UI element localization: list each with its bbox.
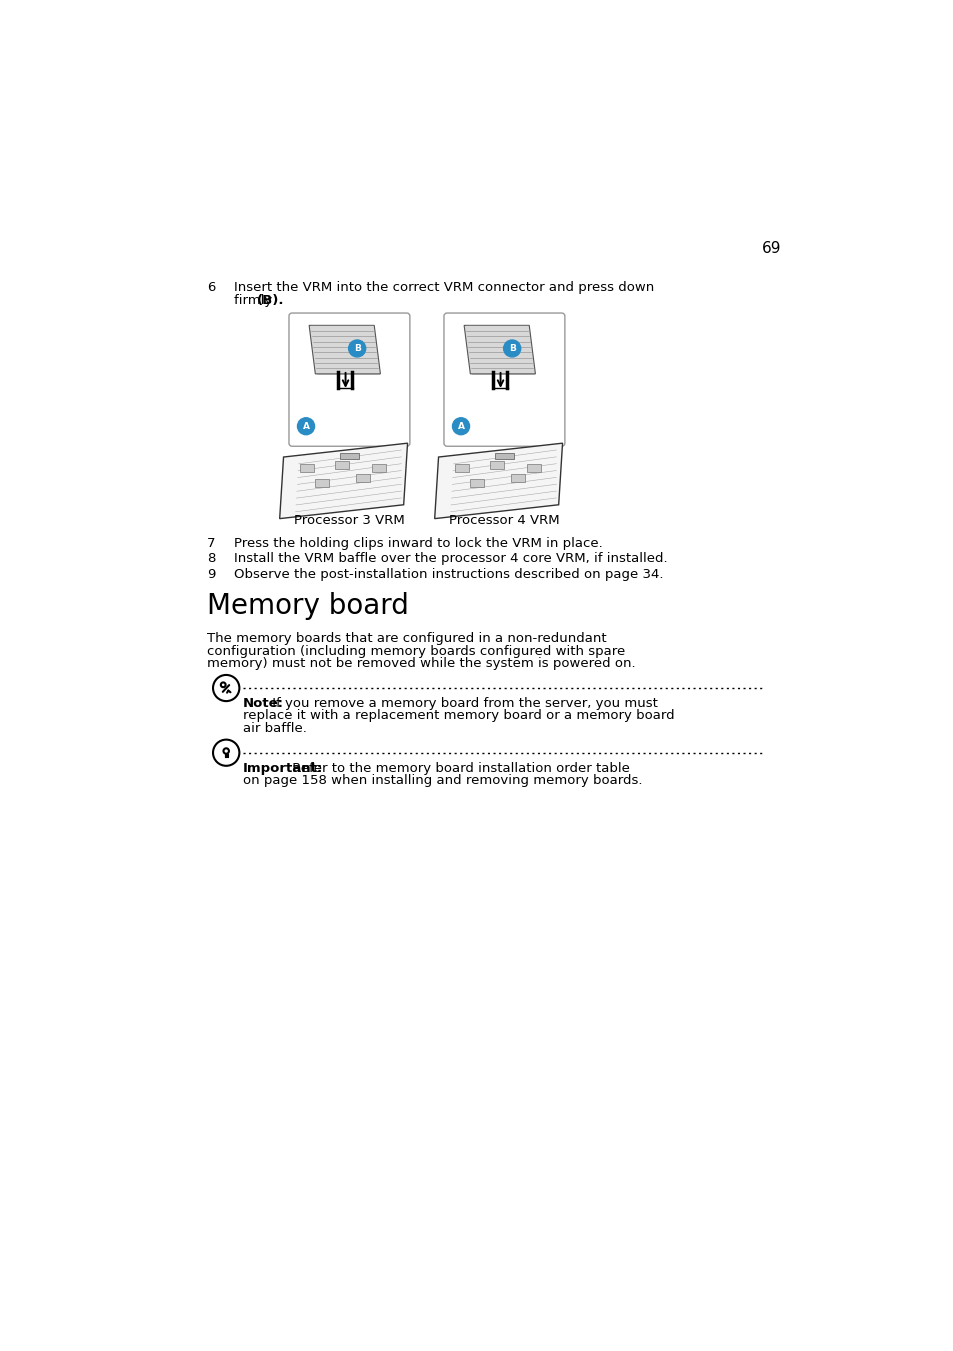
Text: Note:: Note: <box>243 697 284 709</box>
Text: replace it with a replacement memory board or a memory board: replace it with a replacement memory boa… <box>243 709 674 723</box>
Text: 7: 7 <box>207 536 215 550</box>
Polygon shape <box>279 443 407 519</box>
Polygon shape <box>309 326 380 374</box>
Bar <box>470 480 484 488</box>
Text: Important:: Important: <box>243 762 323 774</box>
Text: air baffle.: air baffle. <box>243 721 307 735</box>
Bar <box>315 480 329 488</box>
Bar <box>495 453 514 459</box>
Bar <box>489 461 503 469</box>
Text: 6: 6 <box>207 281 215 295</box>
Text: Install the VRM baffle over the processor 4 core VRM, if installed.: Install the VRM baffle over the processo… <box>233 553 667 565</box>
Bar <box>340 453 359 459</box>
Text: Observe the post-installation instructions described on page 34.: Observe the post-installation instructio… <box>233 567 662 581</box>
Circle shape <box>348 340 365 357</box>
Text: (B).: (B). <box>257 295 284 307</box>
Bar <box>511 474 525 482</box>
Text: memory) must not be removed while the system is powered on.: memory) must not be removed while the sy… <box>207 657 635 670</box>
Bar <box>526 463 540 471</box>
Text: Insert the VRM into the correct VRM connector and press down: Insert the VRM into the correct VRM conn… <box>233 281 654 295</box>
Text: 8: 8 <box>207 553 215 565</box>
Text: If you remove a memory board from the server, you must: If you remove a memory board from the se… <box>268 697 658 709</box>
Text: B: B <box>508 345 515 353</box>
Circle shape <box>452 417 469 435</box>
Circle shape <box>503 340 520 357</box>
Text: A: A <box>302 422 309 431</box>
Text: configuration (including memory boards configured with spare: configuration (including memory boards c… <box>207 644 624 658</box>
Bar <box>372 463 385 471</box>
Bar <box>299 463 314 471</box>
Bar <box>356 474 370 482</box>
Text: Press the holding clips inward to lock the VRM in place.: Press the holding clips inward to lock t… <box>233 536 602 550</box>
Text: firmly: firmly <box>233 295 276 307</box>
FancyBboxPatch shape <box>289 313 410 446</box>
Text: A: A <box>457 422 464 431</box>
Text: Refer to the memory board installation order table: Refer to the memory board installation o… <box>288 762 629 774</box>
Text: Processor 3 VRM: Processor 3 VRM <box>294 513 404 527</box>
Text: Processor 4 VRM: Processor 4 VRM <box>449 513 559 527</box>
Text: The memory boards that are configured in a non-redundant: The memory boards that are configured in… <box>207 632 606 646</box>
Polygon shape <box>435 443 562 519</box>
Text: 69: 69 <box>761 240 781 255</box>
Bar <box>455 463 468 471</box>
Text: 9: 9 <box>207 567 215 581</box>
Text: Memory board: Memory board <box>207 592 408 620</box>
Text: on page 158 when installing and removing memory boards.: on page 158 when installing and removing… <box>243 774 642 786</box>
Bar <box>335 461 348 469</box>
Text: B: B <box>354 345 360 353</box>
FancyBboxPatch shape <box>443 313 564 446</box>
Polygon shape <box>464 326 535 374</box>
Circle shape <box>297 417 314 435</box>
